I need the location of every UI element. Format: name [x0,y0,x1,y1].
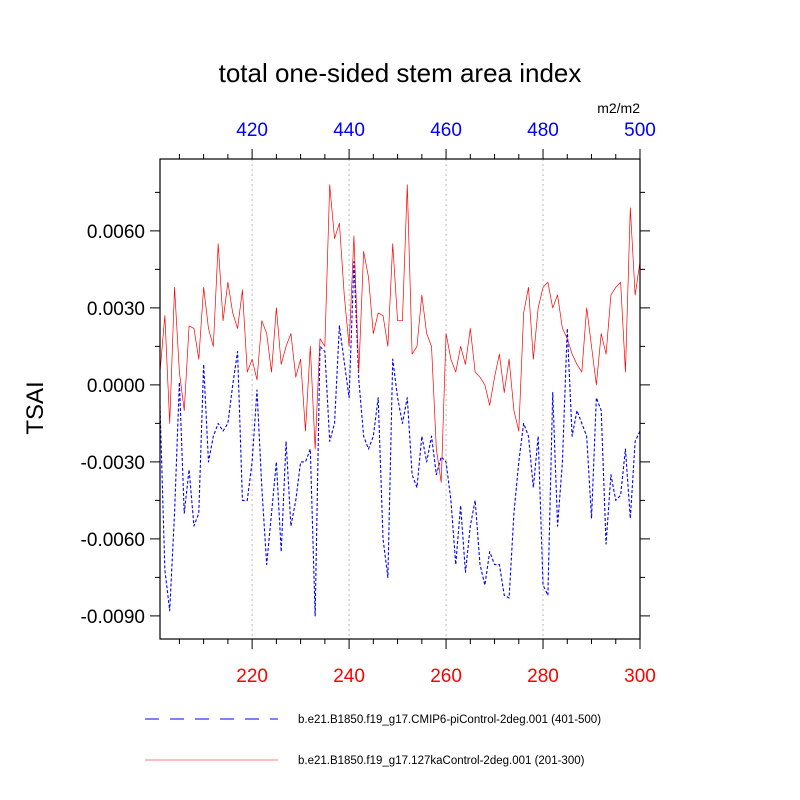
x-bottom-tick-label-220: 220 [236,666,268,687]
chart-title: total one-sided stem area index [219,58,582,88]
axes: -0.0090 -0.0060 -0.0030 0.0000 0.0030 0.0060 2… [81,120,656,687]
y-tick-label-5: 0.0060 [87,222,145,243]
legend-label-0: b.e21.B1850.f19_g17.CMIP6-piControl-2deg… [298,714,601,726]
y-tick-label-1: -0.0060 [81,530,145,551]
x-bottom-tick-label-260: 260 [430,666,462,687]
plot-series [159,184,641,617]
x-top-tick-label-500: 500 [624,120,656,141]
series-line-blue-dashed [159,261,641,617]
x-top-tick-label-440: 440 [333,120,365,141]
x-bottom-tick-label-280: 280 [527,666,559,687]
y-tick-label-3: 0.0000 [87,376,145,397]
x-bottom-tick-label-300: 300 [624,666,656,687]
series-line-red-solid [159,184,641,483]
legend: b.e21.B1850.f19_g17.CMIP6-piControl-2deg… [145,714,601,767]
y-axis-label: TSAI [22,381,49,434]
x-bottom-tick-label-240: 240 [333,666,365,687]
units-label: m2/m2 [597,100,640,116]
grid-lines [251,159,641,639]
x-top-tick-label-460: 460 [430,120,462,141]
plot-frame [159,158,641,640]
legend-label-1: b.e21.B1850.f19_g17.127kaControl-2deg.00… [298,755,585,767]
y-tick-label-0: -0.0090 [81,607,145,628]
y-tick-label-2: -0.0030 [81,453,145,474]
x-top-tick-label-480: 480 [527,120,559,141]
y-tick-label-4: 0.0030 [87,299,145,320]
x-top-tick-label-420: 420 [236,120,268,141]
